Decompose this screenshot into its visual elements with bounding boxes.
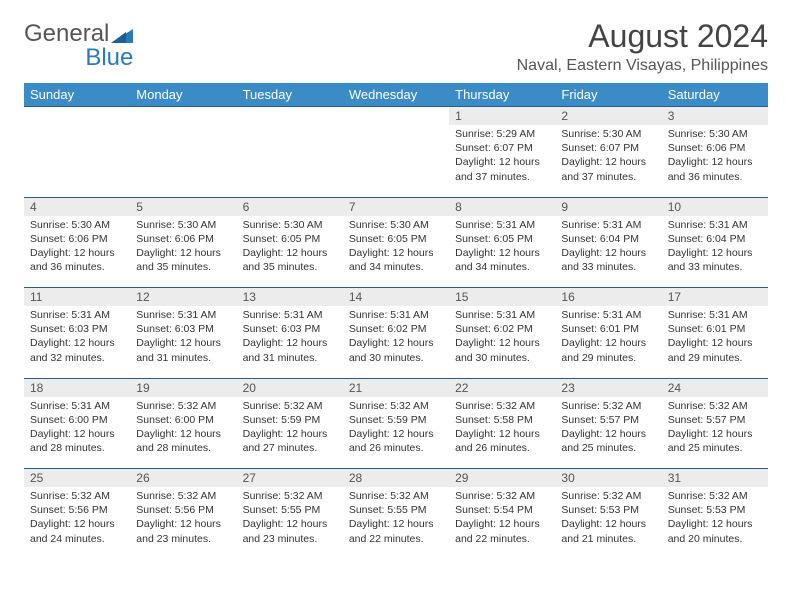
day-number-cell [343, 107, 449, 126]
day-info-cell: Sunrise: 5:30 AMSunset: 6:06 PMDaylight:… [662, 125, 768, 197]
day-number-cell: 17 [662, 288, 768, 307]
day-info-cell: Sunrise: 5:32 AMSunset: 5:53 PMDaylight:… [662, 487, 768, 559]
day-number-cell: 26 [130, 469, 236, 488]
day-header: Friday [555, 83, 661, 107]
day-header: Saturday [662, 83, 768, 107]
logo-text-blue: Blue [85, 44, 133, 71]
daynum-row: 25262728293031 [24, 469, 768, 488]
day-info-cell: Sunrise: 5:32 AMSunset: 5:55 PMDaylight:… [237, 487, 343, 559]
day-info-cell: Sunrise: 5:32 AMSunset: 5:56 PMDaylight:… [24, 487, 130, 559]
daynum-row: 18192021222324 [24, 378, 768, 397]
day-number-cell: 27 [237, 469, 343, 488]
day-info-cell: Sunrise: 5:30 AMSunset: 6:05 PMDaylight:… [237, 216, 343, 288]
day-header: Monday [130, 83, 236, 107]
day-info-cell: Sunrise: 5:32 AMSunset: 5:54 PMDaylight:… [449, 487, 555, 559]
day-info-cell: Sunrise: 5:31 AMSunset: 6:02 PMDaylight:… [343, 306, 449, 378]
day-number-cell: 3 [662, 107, 768, 126]
day-info-cell: Sunrise: 5:32 AMSunset: 5:55 PMDaylight:… [343, 487, 449, 559]
day-header: Tuesday [237, 83, 343, 107]
day-number-cell: 13 [237, 288, 343, 307]
daynum-row: 11121314151617 [24, 288, 768, 307]
day-number-cell: 20 [237, 378, 343, 397]
day-info-cell: Sunrise: 5:32 AMSunset: 5:53 PMDaylight:… [555, 487, 661, 559]
day-info-cell: Sunrise: 5:31 AMSunset: 6:00 PMDaylight:… [24, 397, 130, 469]
day-number-cell: 22 [449, 378, 555, 397]
day-number-cell: 7 [343, 197, 449, 216]
info-row: Sunrise: 5:30 AMSunset: 6:06 PMDaylight:… [24, 216, 768, 288]
day-info-cell: Sunrise: 5:31 AMSunset: 6:05 PMDaylight:… [449, 216, 555, 288]
day-header: Thursday [449, 83, 555, 107]
info-row: Sunrise: 5:31 AMSunset: 6:03 PMDaylight:… [24, 306, 768, 378]
day-info-cell [24, 125, 130, 197]
location-subtitle: Naval, Eastern Visayas, Philippines [517, 57, 768, 75]
day-number-cell [130, 107, 236, 126]
day-info-cell: Sunrise: 5:30 AMSunset: 6:05 PMDaylight:… [343, 216, 449, 288]
calendar-body: 123Sunrise: 5:29 AMSunset: 6:07 PMDaylig… [24, 107, 768, 560]
day-info-cell: Sunrise: 5:31 AMSunset: 6:04 PMDaylight:… [662, 216, 768, 288]
day-info-cell: Sunrise: 5:31 AMSunset: 6:02 PMDaylight:… [449, 306, 555, 378]
day-number-cell: 14 [343, 288, 449, 307]
day-number-cell: 30 [555, 469, 661, 488]
day-number-cell: 29 [449, 469, 555, 488]
day-number-cell: 15 [449, 288, 555, 307]
logo-triangle-icon [111, 29, 133, 43]
day-info-cell: Sunrise: 5:30 AMSunset: 6:07 PMDaylight:… [555, 125, 661, 197]
day-header-row: Sunday Monday Tuesday Wednesday Thursday… [24, 83, 768, 107]
day-number-cell: 18 [24, 378, 130, 397]
logo: GeneralBlue [24, 22, 133, 70]
day-info-cell: Sunrise: 5:32 AMSunset: 5:58 PMDaylight:… [449, 397, 555, 469]
day-header: Sunday [24, 83, 130, 107]
month-title: August 2024 [517, 18, 768, 55]
day-info-cell: Sunrise: 5:31 AMSunset: 6:04 PMDaylight:… [555, 216, 661, 288]
day-number-cell: 11 [24, 288, 130, 307]
day-info-cell: Sunrise: 5:32 AMSunset: 5:59 PMDaylight:… [343, 397, 449, 469]
day-number-cell: 4 [24, 197, 130, 216]
day-info-cell: Sunrise: 5:32 AMSunset: 5:57 PMDaylight:… [662, 397, 768, 469]
day-number-cell: 9 [555, 197, 661, 216]
day-info-cell: Sunrise: 5:31 AMSunset: 6:01 PMDaylight:… [555, 306, 661, 378]
day-info-cell [237, 125, 343, 197]
day-number-cell: 31 [662, 469, 768, 488]
info-row: Sunrise: 5:32 AMSunset: 5:56 PMDaylight:… [24, 487, 768, 559]
day-number-cell: 5 [130, 197, 236, 216]
daynum-row: 45678910 [24, 197, 768, 216]
daynum-row: 123 [24, 107, 768, 126]
day-header: Wednesday [343, 83, 449, 107]
logo-text-general: General [24, 22, 109, 46]
day-info-cell: Sunrise: 5:30 AMSunset: 6:06 PMDaylight:… [24, 216, 130, 288]
calendar-table: Sunday Monday Tuesday Wednesday Thursday… [24, 83, 768, 559]
title-block: August 2024 Naval, Eastern Visayas, Phil… [517, 18, 768, 75]
day-number-cell: 6 [237, 197, 343, 216]
day-info-cell: Sunrise: 5:29 AMSunset: 6:07 PMDaylight:… [449, 125, 555, 197]
day-number-cell: 10 [662, 197, 768, 216]
day-info-cell [343, 125, 449, 197]
day-number-cell: 8 [449, 197, 555, 216]
info-row: Sunrise: 5:29 AMSunset: 6:07 PMDaylight:… [24, 125, 768, 197]
day-number-cell: 25 [24, 469, 130, 488]
day-info-cell: Sunrise: 5:30 AMSunset: 6:06 PMDaylight:… [130, 216, 236, 288]
day-number-cell: 12 [130, 288, 236, 307]
page-header: GeneralBlue August 2024 Naval, Eastern V… [24, 18, 768, 75]
day-number-cell: 16 [555, 288, 661, 307]
day-number-cell: 19 [130, 378, 236, 397]
day-number-cell: 23 [555, 378, 661, 397]
day-info-cell: Sunrise: 5:31 AMSunset: 6:03 PMDaylight:… [24, 306, 130, 378]
day-info-cell: Sunrise: 5:31 AMSunset: 6:01 PMDaylight:… [662, 306, 768, 378]
day-number-cell: 21 [343, 378, 449, 397]
day-info-cell: Sunrise: 5:32 AMSunset: 5:57 PMDaylight:… [555, 397, 661, 469]
day-number-cell: 1 [449, 107, 555, 126]
day-info-cell: Sunrise: 5:31 AMSunset: 6:03 PMDaylight:… [237, 306, 343, 378]
day-number-cell: 28 [343, 469, 449, 488]
day-info-cell: Sunrise: 5:32 AMSunset: 5:59 PMDaylight:… [237, 397, 343, 469]
day-number-cell: 24 [662, 378, 768, 397]
day-number-cell [24, 107, 130, 126]
day-number-cell [237, 107, 343, 126]
day-info-cell [130, 125, 236, 197]
day-info-cell: Sunrise: 5:32 AMSunset: 6:00 PMDaylight:… [130, 397, 236, 469]
day-info-cell: Sunrise: 5:32 AMSunset: 5:56 PMDaylight:… [130, 487, 236, 559]
day-number-cell: 2 [555, 107, 661, 126]
info-row: Sunrise: 5:31 AMSunset: 6:00 PMDaylight:… [24, 397, 768, 469]
day-info-cell: Sunrise: 5:31 AMSunset: 6:03 PMDaylight:… [130, 306, 236, 378]
